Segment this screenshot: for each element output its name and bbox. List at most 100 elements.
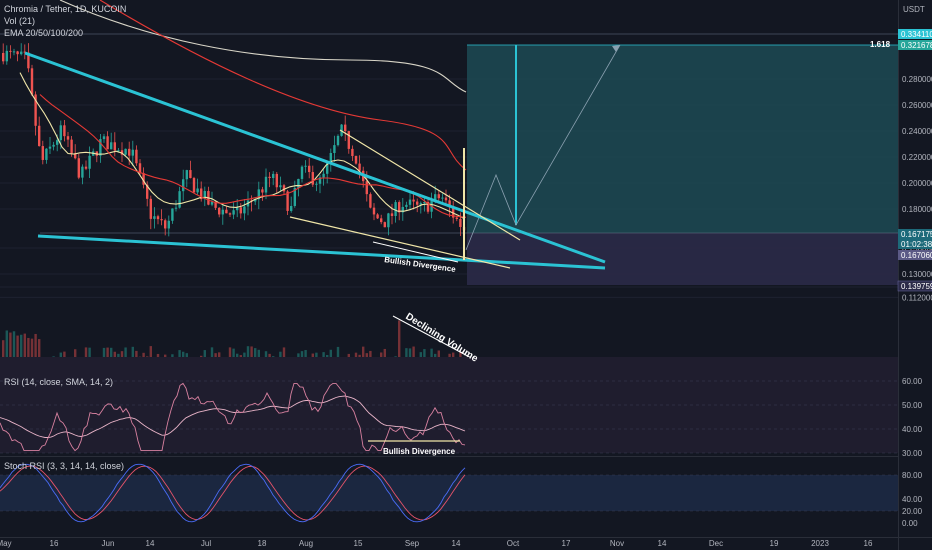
candle-body [261, 189, 264, 193]
candle-body [196, 188, 199, 193]
time-axis-label: May [0, 539, 12, 548]
volume-bar [38, 339, 41, 370]
countdown-tag: 01:02:38 [901, 240, 932, 249]
rsi-ma-line [0, 395, 466, 438]
candle-body [70, 139, 73, 154]
stop-price-tag: 0.139759 [901, 282, 932, 291]
candle-body [264, 176, 268, 193]
pane-separator [0, 456, 898, 457]
candle-body [178, 191, 181, 208]
volume-title: Vol (21) [4, 16, 36, 26]
candle-body [102, 136, 106, 140]
candle-body [380, 218, 383, 223]
symbol-title: Chromia / Tether, 1D, KUCOIN [4, 4, 127, 14]
ema100-upper-line [99, 0, 467, 171]
rsi-band [0, 357, 898, 453]
candle-body [426, 201, 430, 212]
candle-body [128, 148, 131, 156]
candle-body [232, 210, 235, 215]
candle-body [2, 53, 5, 62]
rsi-title: RSI (14, close, SMA, 14, 2) [4, 377, 114, 387]
candle-body [416, 201, 419, 205]
candle-body [369, 194, 372, 208]
volume-bar [27, 337, 30, 370]
candle-body [311, 172, 314, 185]
candle-body [268, 176, 271, 179]
target-zone [467, 45, 898, 233]
candle-body [41, 146, 44, 160]
ema100-line [39, 94, 467, 218]
projection-arrow [612, 45, 620, 52]
position-zones [0, 33, 898, 285]
stoch-axis-label: 40.00 [902, 495, 923, 504]
candle-body [398, 202, 401, 213]
rsi-axis-label: 40.00 [902, 425, 923, 434]
candle-body [138, 163, 142, 174]
candle-body [164, 220, 167, 229]
volume-bar [30, 338, 34, 370]
candle-body [344, 124, 347, 132]
pane-separator [0, 537, 932, 538]
volume-bar [5, 330, 8, 370]
candle-body [167, 220, 170, 229]
candle-body [419, 203, 422, 205]
candle-body [146, 184, 149, 199]
candle-body [290, 205, 293, 211]
time-axis-label: 16 [50, 539, 59, 548]
rsi-pane [0, 357, 898, 454]
volume-bar [398, 320, 401, 370]
stoch-axis-label: 80.00 [902, 471, 923, 480]
support-line [289, 216, 511, 269]
volume-bar [20, 334, 23, 370]
projection-path [465, 44, 621, 251]
candle-body [459, 219, 462, 227]
candle-body [12, 51, 16, 53]
candle-body [315, 183, 318, 185]
price-tags: 1.618 0.334110 0.321678 0.167175 01:02:3… [870, 29, 932, 292]
time-axis-label: Nov [610, 539, 624, 548]
candle-body [365, 181, 368, 195]
candle-body [228, 213, 232, 215]
candle-body [254, 199, 257, 202]
candle-body [300, 166, 304, 179]
candle-body [272, 173, 275, 179]
candle-body [66, 136, 70, 140]
candle-body [448, 200, 451, 208]
candle-body [214, 201, 217, 208]
divergence-price-line [372, 241, 459, 263]
candle-body [243, 206, 246, 214]
candle-body [74, 153, 77, 159]
candle-body [329, 153, 332, 163]
ema-title: EMA 20/50/100/200 [4, 28, 84, 38]
candle-body [81, 166, 84, 178]
candle-body [358, 163, 361, 171]
stoch-rsi-pane [0, 463, 898, 523]
candle-body [372, 207, 376, 215]
time-axis-label: 2023 [811, 539, 829, 548]
stoch-axis-label: 0.00 [902, 519, 918, 528]
volume-bar [16, 335, 19, 370]
candle-body [30, 68, 34, 95]
target-top-tag: 0.334110 [901, 30, 932, 39]
rsi-line [0, 382, 466, 452]
candle-body [297, 178, 300, 188]
candle-body [192, 178, 196, 193]
candle-body [383, 222, 386, 228]
candle-body [34, 94, 37, 126]
candle-body [182, 179, 185, 192]
candle-body [113, 142, 116, 151]
candle-body [210, 201, 214, 205]
price-axis-label: 0.112000 [902, 293, 932, 302]
candle-body [412, 199, 415, 202]
candle-body [48, 146, 52, 149]
stoch-k-line [0, 463, 466, 523]
ema-lines [19, 0, 467, 219]
candle-body [153, 216, 156, 219]
wedge-upper-trendline [24, 51, 606, 264]
time-axis-label: Oct [507, 539, 520, 548]
candle-body [401, 206, 404, 213]
